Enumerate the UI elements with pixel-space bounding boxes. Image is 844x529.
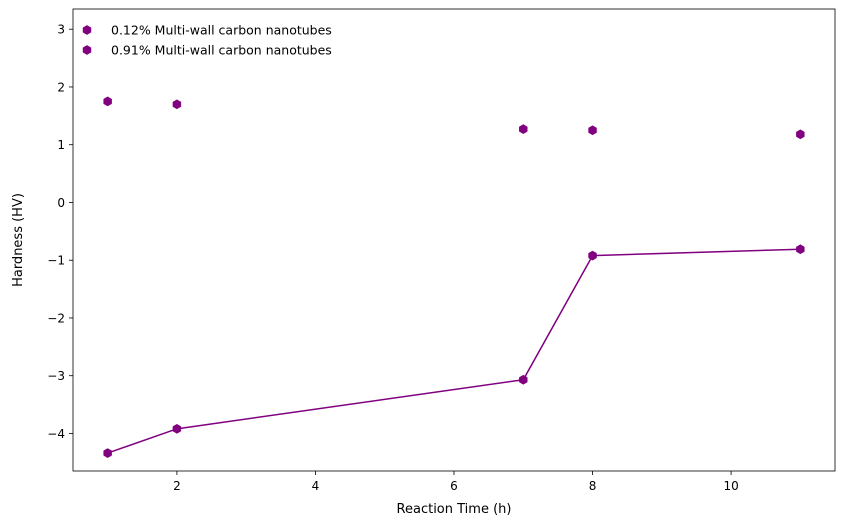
x-tick-label: 8 — [589, 479, 597, 493]
data-point-series-1 — [103, 96, 112, 107]
data-point-series-2 — [796, 244, 805, 255]
x-tick-label: 6 — [450, 479, 458, 493]
y-tick-label: 2 — [57, 80, 65, 94]
data-point-series-2 — [588, 250, 597, 261]
data-point-series-1 — [172, 99, 182, 110]
y-axis-label: Hardness (HV) — [11, 193, 26, 287]
y-tick-label: 3 — [57, 23, 65, 37]
data-point-series-1 — [588, 125, 597, 136]
x-axis-ticks: 2 4 6 8 10 — [173, 471, 739, 493]
plot-frame — [72, 8, 836, 472]
y-tick-label: −3 — [47, 369, 65, 383]
y-tick-label: −1 — [47, 254, 65, 268]
legend-label: 0.91% Multi-wall carbon nanotubes — [111, 43, 332, 58]
legend: 0.12% Multi-wall carbon nanotubes 0.91% M… — [82, 23, 332, 58]
legend-label: 0.12% Multi-wall carbon nanotubes — [111, 23, 332, 38]
x-axis-label: Reaction Time (h) — [397, 502, 512, 517]
y-tick-label: 1 — [57, 138, 65, 152]
series-lines — [107, 248, 801, 454]
legend-marker — [82, 25, 92, 35]
legend-marker — [82, 45, 92, 55]
x-tick-label: 2 — [173, 479, 181, 493]
y-tick-label: 0 — [57, 196, 65, 210]
x-tick-label: 4 — [312, 479, 320, 493]
y-axis-ticks: −4 −3 −2 −1 0 1 2 3 — [47, 23, 73, 441]
data-point-series-2 — [103, 448, 112, 458]
series-line-2 — [107, 248, 801, 454]
data-point-series-1 — [796, 129, 805, 140]
y-tick-label: −4 — [47, 427, 65, 441]
x-tick-label: 10 — [723, 479, 738, 493]
data-point-series-2 — [519, 374, 528, 385]
data-point-series-1 — [519, 124, 528, 135]
data-points — [103, 96, 805, 458]
data-point-series-2 — [172, 423, 182, 434]
y-tick-label: −2 — [47, 311, 65, 325]
